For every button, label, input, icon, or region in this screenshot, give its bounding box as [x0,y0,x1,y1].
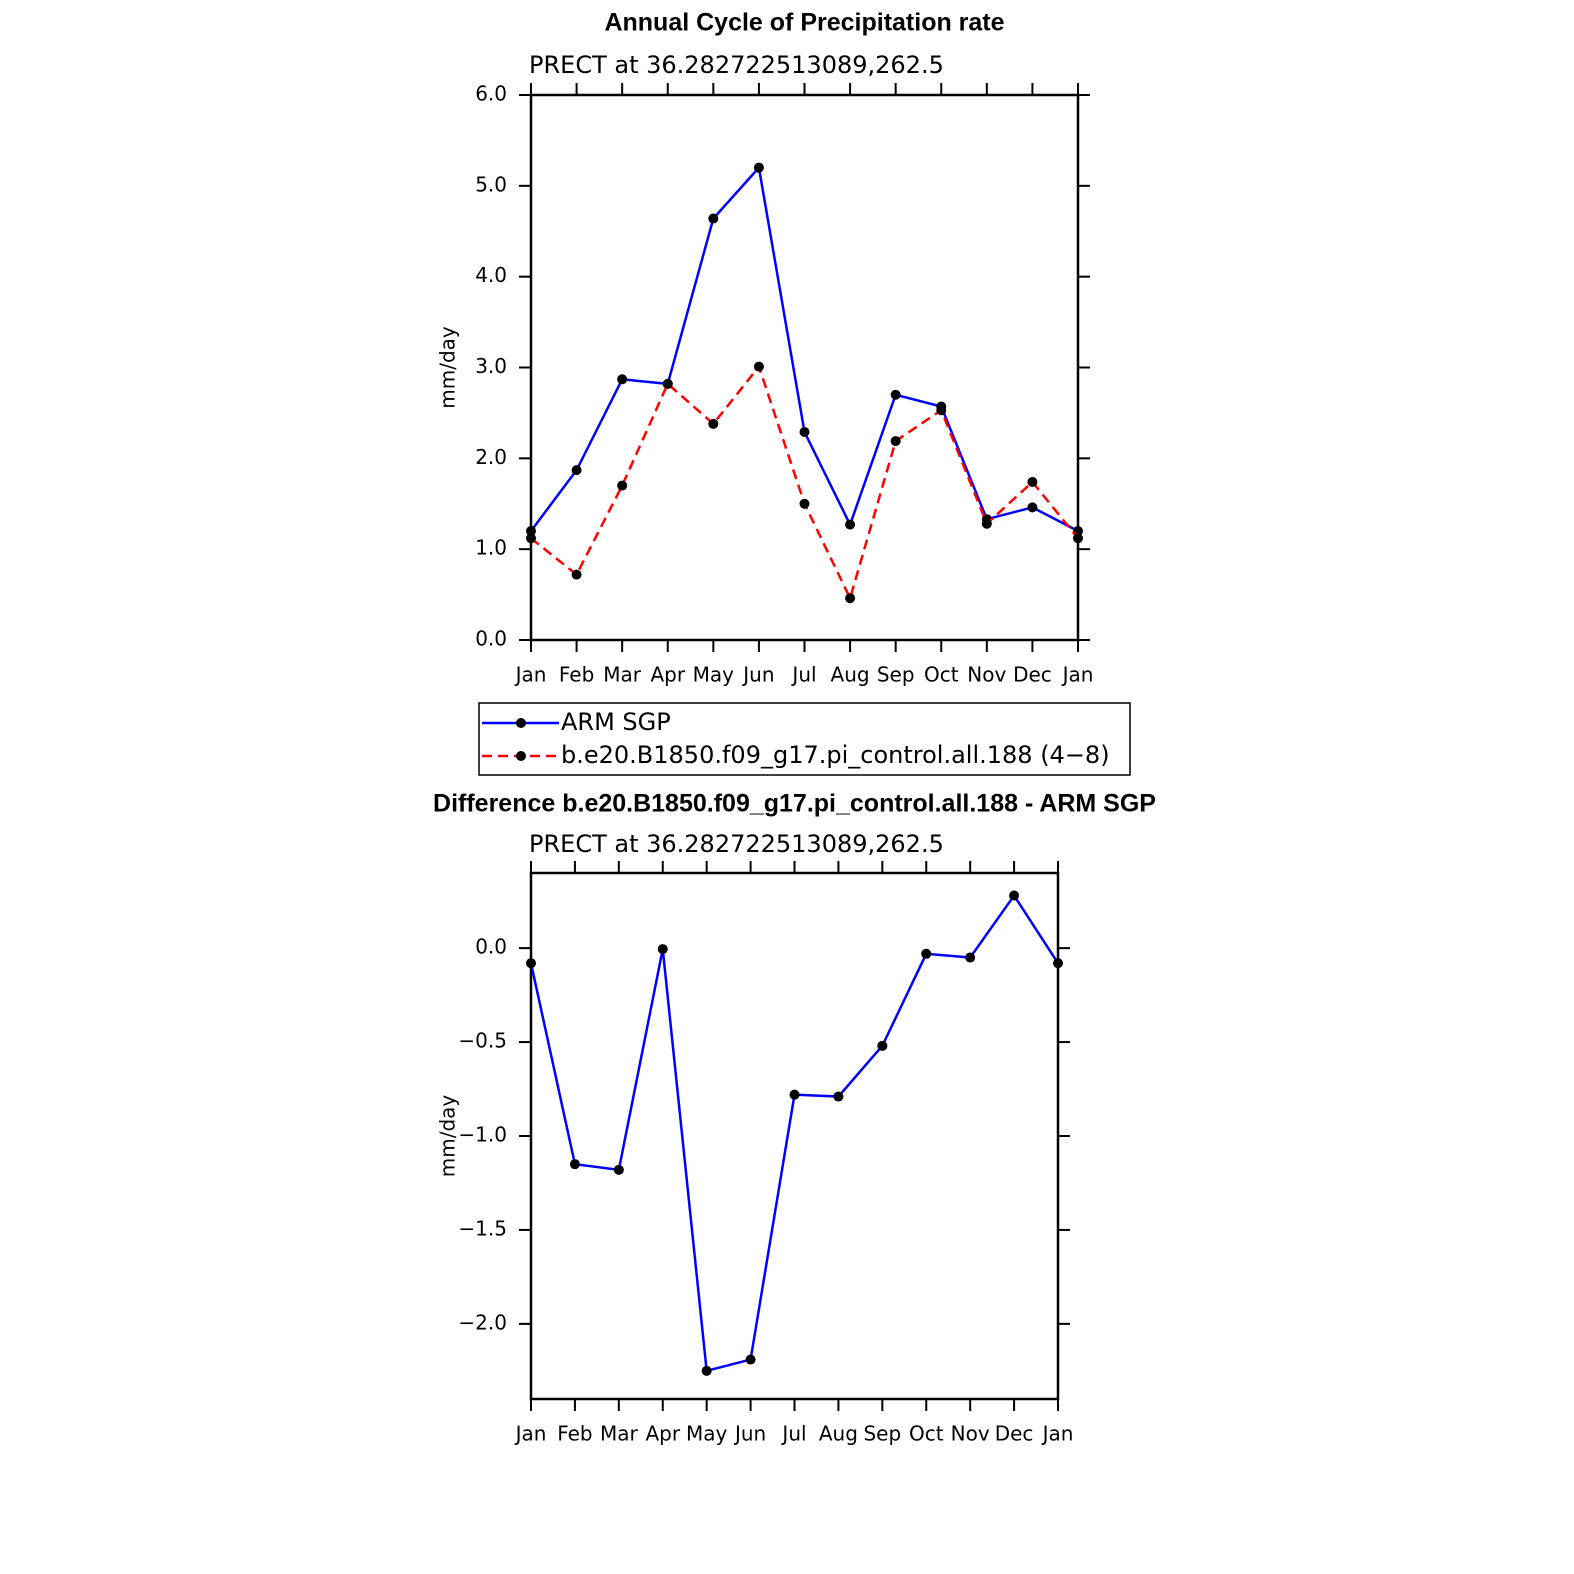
x-tick-label: Jan [514,1422,547,1446]
data-point [981,518,992,529]
data-point [745,1354,756,1365]
chart-subtitle: PRECT at 36.282722513089,262.5 [529,830,944,858]
x-tick-label: Jan [1061,663,1094,687]
data-point [662,378,673,389]
y-tick-label: −1.0 [458,1123,507,1147]
data-point [877,1040,888,1051]
data-point [965,952,976,963]
data-point [617,480,628,491]
data-point [833,1091,844,1102]
x-tick-label: Nov [951,1422,990,1446]
data-point [657,944,668,955]
y-axis-label: mm/day [436,1095,460,1178]
y-tick-label: 5.0 [475,172,507,196]
legend-box [478,702,1131,776]
data-point [1027,502,1038,513]
chart-title: Annual Cycle of Precipitation rate [604,9,1004,37]
y-axis-label: mm/day [436,326,460,409]
data-point [526,958,536,969]
data-point [753,162,764,173]
x-tick-label: Jul [790,663,816,687]
plot-frame [529,871,1060,1401]
x-tick-label: Sep [877,663,915,687]
y-tick-label: 0.0 [475,935,507,959]
series-line [529,893,1060,1373]
data-point [753,361,764,372]
plot-frame [529,93,1080,642]
data-point [789,1089,800,1100]
data-point [613,1164,624,1175]
data-point [526,533,536,544]
data-point [921,948,932,959]
y-tick-label: 0.0 [475,627,507,651]
legend-marker [516,718,526,728]
legend-label: ARM SGP [561,708,671,736]
x-tick-label: Aug [819,1422,858,1446]
data-point [701,1365,712,1376]
data-point [1053,958,1063,969]
y-tick-label: 3.0 [475,354,507,378]
x-tick-label: Jun [733,1422,766,1446]
data-point [890,389,901,400]
x-tick-label: May [693,663,735,687]
data-point [799,426,810,437]
y-tick-label: −0.5 [458,1029,507,1053]
x-tick-label: Dec [995,1422,1034,1446]
x-tick-label: Mar [603,663,642,687]
data-point [799,498,810,509]
legend-label: b.e20.B1850.f09_g17.pi_control.all.188 (… [561,741,1110,769]
y-tick-label: 2.0 [475,445,507,469]
x-tick-label: Jan [1041,1422,1074,1446]
x-tick-label: Feb [559,663,594,687]
x-tick-label: Jan [514,663,547,687]
x-tick-label: Sep [863,1422,901,1446]
x-tick-label: Apr [645,1422,680,1446]
data-point [845,593,856,604]
y-tick-label: 6.0 [475,82,507,106]
data-point [617,374,628,385]
series-line [530,364,1079,602]
x-tick-label: Jul [780,1422,806,1446]
y-tick-label: 4.0 [475,263,507,287]
legend-marker [516,751,526,761]
data-point [1027,476,1038,487]
data-point [1009,890,1020,901]
data-point [845,519,856,530]
x-tick-label: Jun [741,663,774,687]
data-point [890,436,901,447]
data-point [936,405,947,416]
y-tick-label: −1.5 [458,1216,507,1240]
data-point [708,418,719,429]
data-point [708,213,719,224]
data-point [526,526,536,536]
x-tick-label: Apr [650,663,685,687]
x-tick-label: Oct [924,663,959,687]
data-point [1073,533,1083,544]
chart-title: Difference b.e20.B1850.f09_g17.pi_contro… [433,790,1156,818]
y-tick-label: 1.0 [475,536,507,560]
x-tick-label: Oct [909,1422,944,1446]
chart-subtitle: PRECT at 36.282722513089,262.5 [529,51,944,79]
y-tick-label: −2.0 [458,1310,507,1334]
x-tick-label: Feb [557,1422,592,1446]
x-tick-label: May [686,1422,728,1446]
x-tick-label: Dec [1013,663,1052,687]
x-tick-label: Nov [967,663,1006,687]
data-point [571,569,582,580]
data-point [571,465,582,476]
data-point [569,1159,580,1170]
series-line [529,164,1079,533]
x-tick-label: Mar [600,1422,639,1446]
x-tick-label: Aug [831,663,870,687]
